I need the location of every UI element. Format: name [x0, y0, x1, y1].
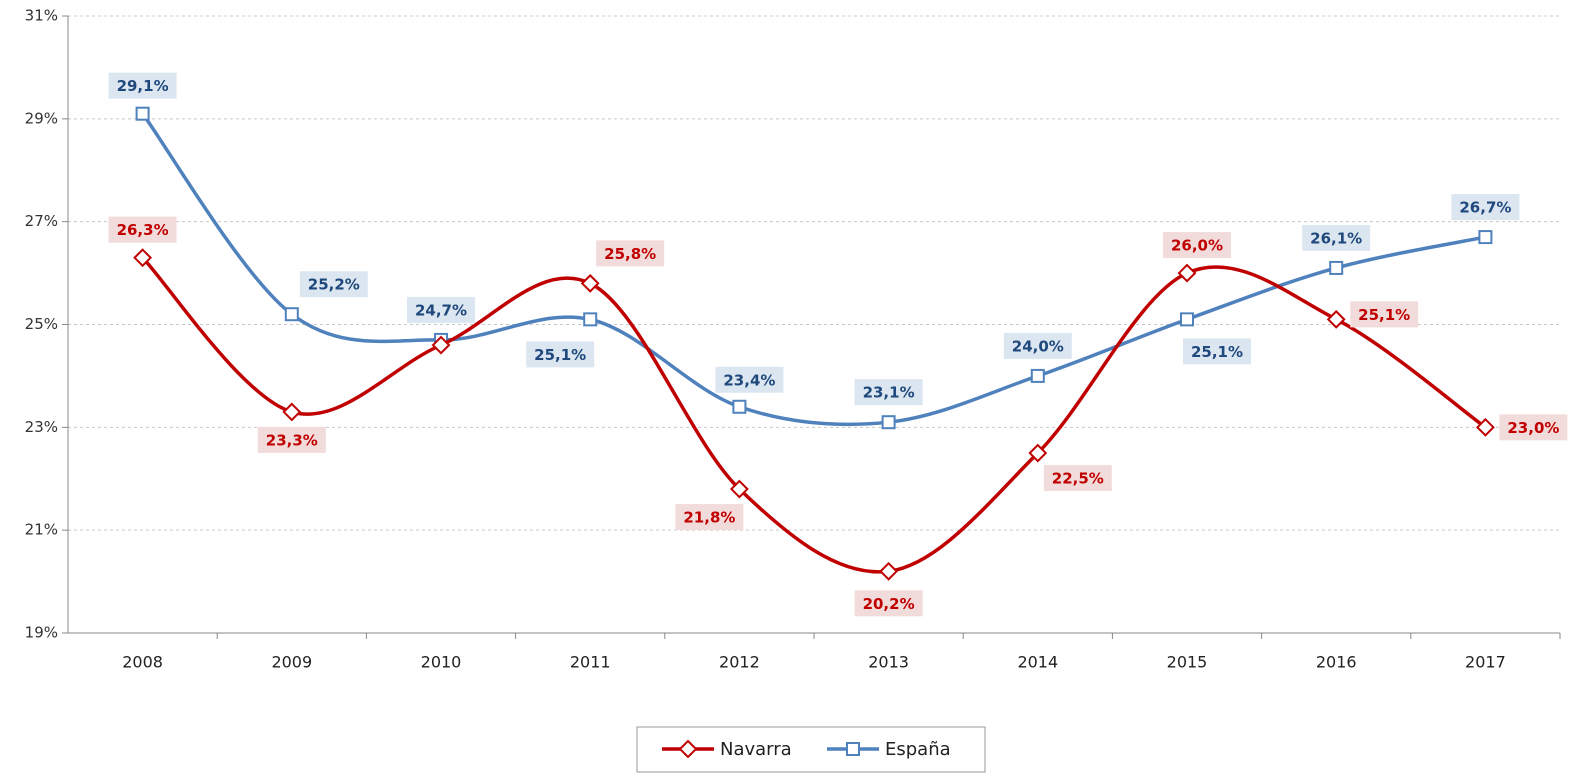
point-marker — [732, 399, 747, 414]
point-marker — [1177, 263, 1197, 283]
x-tick-label: 2010 — [421, 653, 462, 672]
point-marker — [1180, 312, 1194, 327]
point-marker — [583, 312, 598, 327]
x-tick-label: 2014 — [1017, 653, 1058, 672]
x-tick-label: 2009 — [271, 653, 312, 672]
point-marker — [431, 335, 451, 355]
y-tick-label: 29% — [25, 109, 58, 127]
data-label: 22,5% — [1052, 470, 1104, 488]
data-label-bg — [715, 366, 784, 393]
point-marker — [282, 402, 302, 422]
data-label-bg — [1003, 332, 1072, 359]
data-label-bg — [1302, 224, 1371, 251]
data-label-bg — [596, 240, 665, 267]
data-label: 25,1% — [1191, 343, 1243, 361]
data-label-bg — [854, 590, 923, 617]
data-label-bg — [526, 341, 595, 368]
data-label-bg — [1163, 232, 1231, 259]
data-label: 26,3% — [117, 221, 169, 239]
data-label-bg — [1350, 301, 1419, 328]
x-tick-label: 2017 — [1465, 653, 1506, 672]
data-label-bg — [108, 216, 177, 243]
x-tick-label: 2013 — [868, 653, 909, 672]
x-tick-label: 2011 — [570, 653, 611, 672]
point-marker — [1478, 230, 1493, 245]
data-label: 25,2% — [308, 276, 360, 294]
x-tick-label: 2015 — [1167, 653, 1208, 672]
legend-label: España — [885, 739, 951, 760]
legend-marker — [846, 742, 860, 756]
data-label-bg — [675, 504, 744, 531]
data-label-bg — [1043, 465, 1112, 492]
legend-label: Navarra — [720, 739, 792, 760]
data-label: 26,1% — [1310, 229, 1362, 247]
point-marker — [284, 307, 299, 322]
data-label-bg — [257, 426, 326, 453]
data-label: 23,3% — [266, 431, 318, 449]
point-marker — [1326, 309, 1346, 329]
data-label-bg — [299, 271, 368, 298]
data-label-bg — [1451, 194, 1520, 221]
point-marker — [580, 273, 600, 293]
y-tick-label: 27% — [25, 212, 58, 230]
data-label: 25,8% — [604, 245, 656, 263]
x-tick-label: 2016 — [1316, 653, 1357, 672]
data-label: 29,1% — [117, 77, 169, 95]
x-tick-label: 2012 — [719, 653, 760, 672]
data-label: 25,1% — [534, 346, 586, 364]
y-tick-label: 19% — [25, 624, 58, 642]
y-tick-label: 25% — [25, 315, 58, 333]
point-marker — [135, 106, 150, 121]
point-marker — [1329, 260, 1344, 275]
data-label: 24,0% — [1012, 337, 1064, 355]
data-label: 23,1% — [863, 384, 915, 402]
data-label: 26,0% — [1171, 237, 1223, 255]
data-label: 26,7% — [1459, 199, 1511, 217]
data-label-bg — [108, 72, 177, 99]
point-marker — [729, 479, 749, 499]
series-line — [141, 112, 1486, 427]
y-tick-label: 31% — [25, 7, 58, 25]
y-tick-label: 21% — [25, 521, 58, 539]
data-label: 24,7% — [415, 301, 467, 319]
series-line — [141, 256, 1487, 574]
data-label-bg — [1499, 414, 1568, 441]
point-marker — [1030, 368, 1045, 383]
data-label-bg — [1183, 338, 1251, 365]
data-label: 20,2% — [863, 595, 915, 613]
data-label: 25,1% — [1358, 306, 1410, 324]
y-tick-label: 23% — [25, 418, 58, 436]
legend-marker — [678, 739, 698, 759]
point-marker — [1028, 443, 1048, 463]
point-marker — [881, 415, 896, 430]
point-marker — [1475, 417, 1495, 437]
data-label-bg — [854, 379, 923, 406]
data-label: 21,8% — [683, 509, 735, 527]
point-marker — [133, 248, 153, 268]
data-label: 23,0% — [1507, 419, 1559, 437]
x-tick-label: 2008 — [122, 653, 163, 672]
data-label: 23,4% — [723, 371, 775, 389]
data-label-bg — [407, 296, 475, 323]
point-marker — [879, 561, 899, 581]
